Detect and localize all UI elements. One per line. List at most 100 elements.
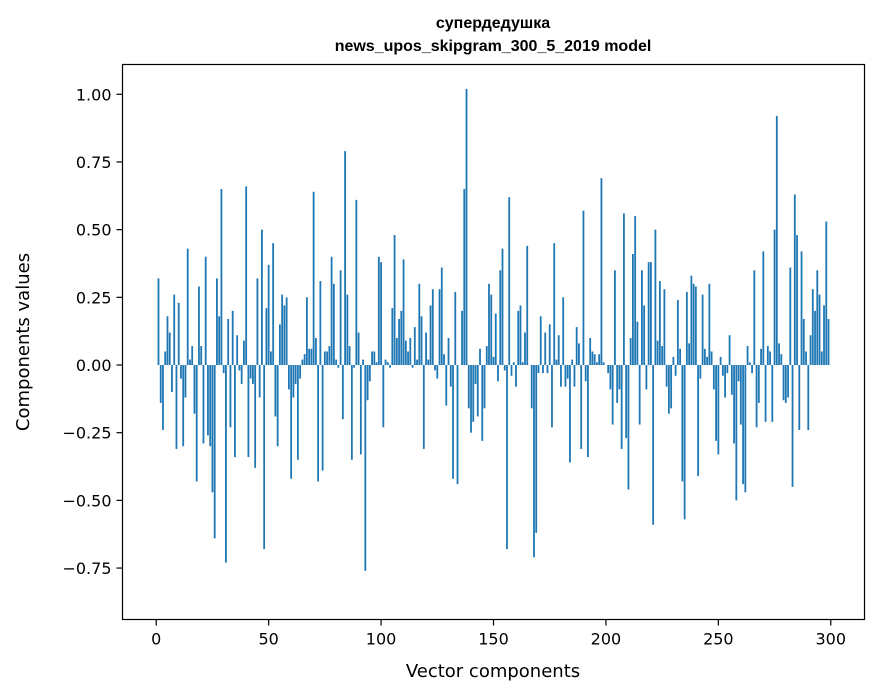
chart-subtitle: news_upos_skipgram_300_5_2019 model	[335, 38, 652, 55]
bar-35	[234, 365, 236, 458]
y-tick-label: 1.00	[76, 85, 112, 104]
bar-92	[362, 359, 364, 366]
bar-192	[587, 365, 589, 458]
bar-217	[643, 305, 646, 366]
bar-196	[596, 362, 598, 366]
x-tick-label: 250	[703, 630, 734, 649]
bar-96	[371, 351, 373, 366]
bar-172	[542, 365, 544, 374]
bar-201	[607, 365, 610, 374]
bar-115	[413, 327, 416, 366]
bar-262	[744, 365, 747, 493]
bar-10	[177, 302, 180, 366]
bar-104	[389, 365, 391, 368]
bar-90	[357, 332, 360, 366]
bar-132	[452, 365, 454, 479]
bar-177	[553, 243, 556, 366]
bar-138	[465, 88, 468, 366]
bar-52	[272, 243, 275, 366]
bar-182	[564, 365, 567, 387]
bar-117	[418, 283, 421, 366]
bar-297	[823, 305, 825, 366]
bar-188	[578, 343, 580, 366]
bar-148	[488, 283, 490, 366]
bar-268	[757, 365, 760, 403]
bar-39	[243, 340, 245, 366]
bar-226	[663, 289, 666, 366]
bar-271	[764, 365, 767, 422]
bar-88	[353, 365, 355, 368]
bar-140	[470, 365, 472, 433]
bar-15	[189, 359, 191, 366]
bar-50	[267, 264, 270, 366]
bar-170	[537, 365, 540, 374]
bar-228	[667, 365, 670, 414]
bar-51	[270, 351, 272, 366]
bar-12	[182, 365, 185, 447]
bar-167	[530, 365, 533, 409]
bar-123	[431, 289, 434, 366]
bar-38	[240, 365, 243, 384]
bar-203	[611, 365, 614, 425]
bar-82	[339, 270, 342, 366]
bar-288	[802, 318, 805, 366]
bar-128	[443, 354, 445, 366]
bar-131	[449, 365, 452, 387]
bar-254	[726, 365, 729, 374]
bar-145	[481, 365, 484, 441]
bar-116	[416, 359, 418, 366]
bar-243	[701, 294, 704, 366]
bar-224	[658, 281, 661, 366]
bar-252	[721, 365, 724, 376]
y-tick-label: 0.00	[76, 356, 112, 375]
bar-83	[341, 365, 344, 420]
bar-195	[593, 354, 596, 366]
bar-269	[760, 348, 762, 366]
bar-102	[384, 359, 387, 366]
bar-240	[694, 286, 697, 366]
bar-118	[420, 316, 423, 366]
bar-19	[198, 286, 200, 366]
bar-191	[584, 365, 587, 382]
bar-256	[730, 365, 733, 395]
bar-121	[427, 359, 430, 366]
bar-292	[811, 289, 814, 366]
bar-109	[400, 310, 403, 366]
bar-291	[809, 335, 812, 366]
bar-284	[793, 194, 796, 366]
bar-24	[209, 365, 212, 447]
bar-159	[512, 362, 515, 366]
y-axis-label: Components values	[13, 253, 34, 431]
bar-40	[245, 186, 248, 366]
bar-14	[186, 248, 189, 366]
bar-260	[739, 365, 742, 425]
bar-84	[344, 151, 346, 366]
bar-186	[573, 365, 576, 387]
bar-204	[614, 270, 616, 366]
x-axis: 0 50 100 150 200 250 300	[151, 619, 846, 649]
y-tick-label: 0.50	[76, 221, 112, 240]
bar-206	[618, 365, 621, 390]
bar-190	[582, 210, 585, 366]
bar-183	[566, 365, 569, 379]
bar-72	[317, 365, 320, 482]
bar-37	[238, 365, 241, 371]
bar-20	[200, 346, 203, 366]
bar-153	[499, 270, 502, 366]
bar-209	[625, 365, 628, 439]
bar-105	[391, 308, 394, 366]
bar-259	[737, 365, 740, 382]
bar-230	[672, 356, 675, 366]
bar-47	[261, 229, 263, 366]
bar-53	[274, 365, 277, 417]
bar-286	[798, 365, 801, 430]
bar-107	[395, 337, 398, 366]
bar-175	[548, 324, 551, 366]
bar-242	[699, 365, 702, 379]
bar-263	[746, 346, 749, 366]
bar-108	[398, 318, 400, 366]
bar-281	[787, 365, 789, 398]
bar-45	[256, 278, 259, 366]
bar-137	[463, 189, 466, 366]
